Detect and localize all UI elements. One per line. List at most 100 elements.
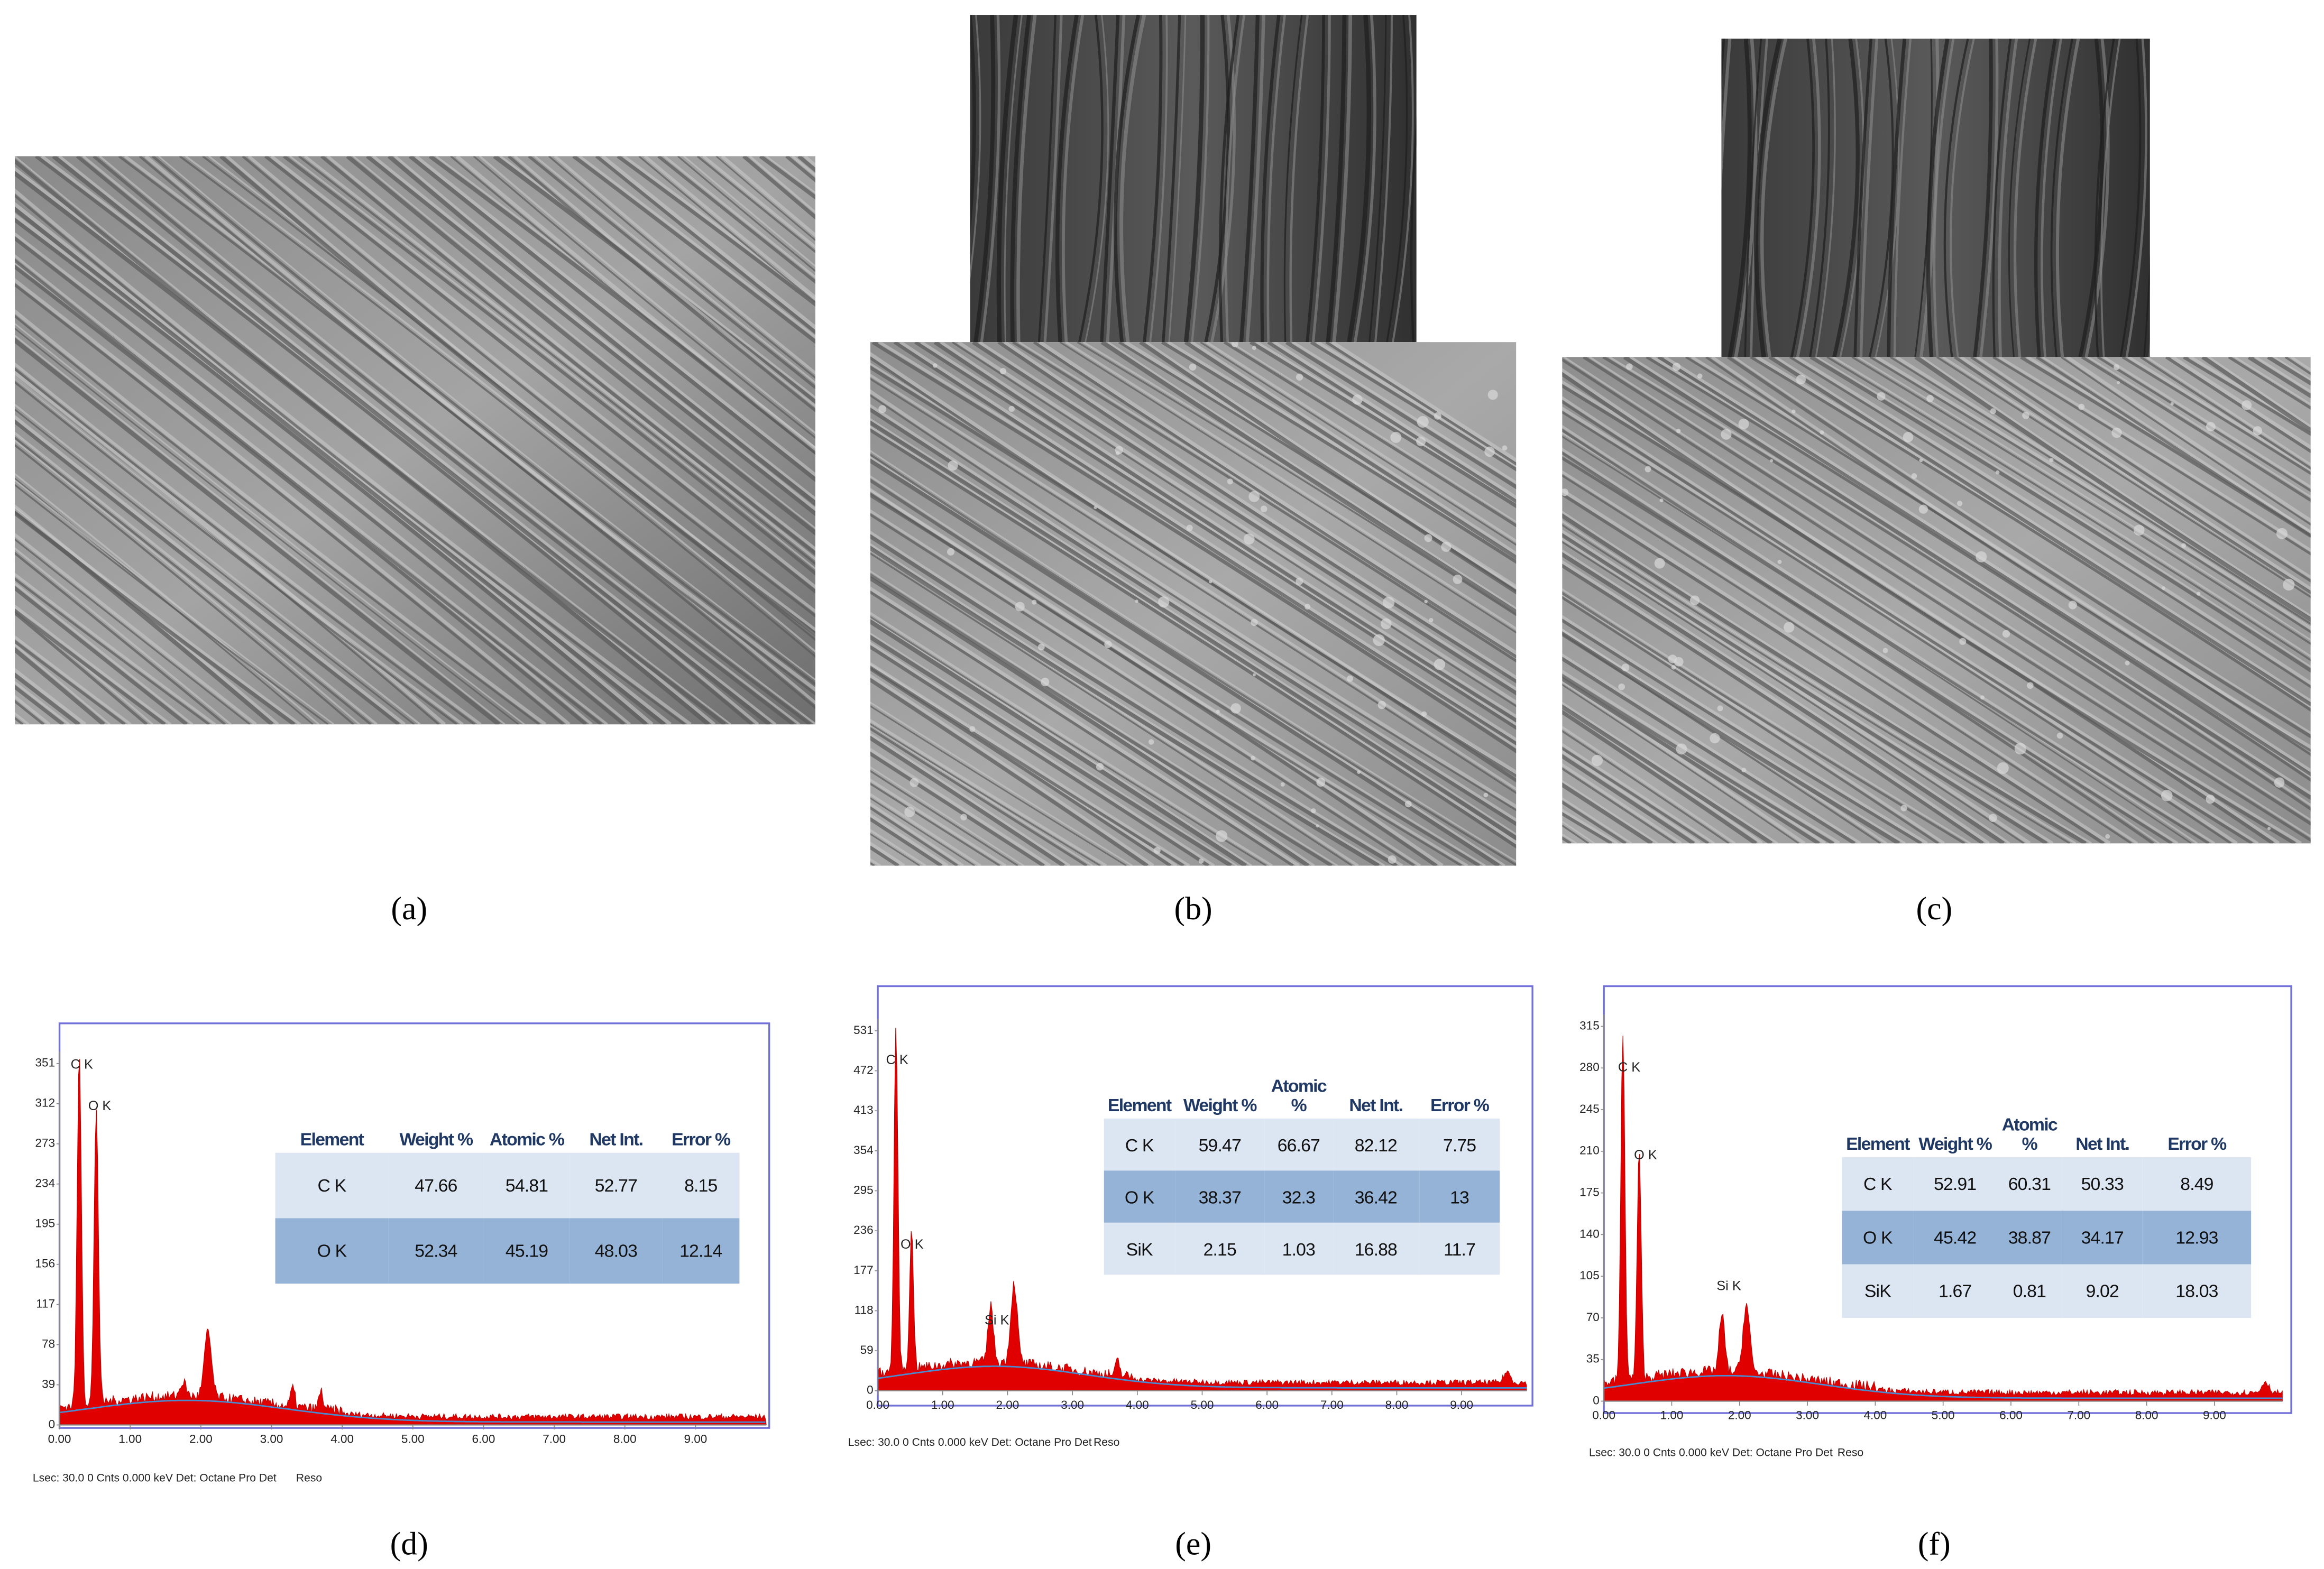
fiber-highlight bbox=[870, 778, 1007, 866]
x-tick-label: 9.00 bbox=[1450, 1398, 1473, 1411]
fiber-edge bbox=[867, 15, 883, 342]
fiber-highlight bbox=[1256, 342, 1517, 504]
debris bbox=[1231, 342, 1238, 347]
fiber-highlight bbox=[870, 389, 1517, 809]
fiber-highlight bbox=[1420, 39, 1436, 357]
fiber-edge bbox=[15, 283, 565, 725]
fiber-highlight bbox=[1392, 15, 1414, 343]
table-cell: O K bbox=[1842, 1211, 1914, 1265]
fiber-edge bbox=[870, 619, 1247, 866]
x-tick-label: 0.00 bbox=[866, 1398, 889, 1411]
fiber-highlight bbox=[1562, 529, 2054, 844]
fiber-edge bbox=[1113, 15, 1141, 343]
fiber-edge bbox=[1658, 357, 2311, 777]
fiber-edge bbox=[870, 751, 1045, 866]
table-cell: C K bbox=[275, 1152, 389, 1219]
fiber-highlight bbox=[1562, 396, 2259, 844]
fiber-edge bbox=[1562, 524, 2071, 844]
fiber-highlight bbox=[2041, 39, 2063, 357]
debris bbox=[1654, 558, 1665, 569]
y-tick-label: 413 bbox=[853, 1103, 874, 1116]
debris bbox=[1388, 855, 1397, 864]
fiber-highlight bbox=[870, 570, 1338, 866]
debris bbox=[1784, 622, 1795, 633]
fiber-edge bbox=[1325, 342, 1517, 465]
fiber-highlight bbox=[1796, 39, 1821, 357]
y-tick-label: 195 bbox=[35, 1217, 56, 1230]
fiber-edge bbox=[1809, 39, 1830, 357]
fiber-highlight bbox=[15, 473, 320, 725]
fiber-edge bbox=[1887, 39, 1907, 357]
fiber-edge bbox=[2008, 39, 2031, 357]
debris bbox=[1015, 602, 1025, 612]
y-tick-label: 39 bbox=[42, 1377, 55, 1390]
debris bbox=[1251, 619, 1258, 626]
background-fit bbox=[877, 1365, 1527, 1389]
fiber-highlight bbox=[15, 232, 631, 725]
table-cell: C K bbox=[1104, 1118, 1175, 1171]
peak-label: C K bbox=[1618, 1060, 1640, 1075]
debris bbox=[947, 548, 955, 556]
fiber-edge bbox=[1500, 15, 1516, 342]
debris bbox=[1429, 617, 1434, 623]
fiber-edge bbox=[1579, 39, 1595, 357]
peak-label: O K bbox=[1634, 1148, 1657, 1162]
sem-image bbox=[870, 342, 1517, 866]
y-tick-label: 177 bbox=[853, 1263, 874, 1277]
fiber-highlight bbox=[1562, 628, 1906, 844]
fiber-edge bbox=[1556, 15, 1572, 342]
fiber-edge bbox=[1643, 39, 1659, 357]
fiber-highlight bbox=[1960, 357, 2311, 591]
table-cell: 32.3 bbox=[1264, 1170, 1333, 1223]
fiber-edge bbox=[34, 156, 754, 725]
fiber-edge bbox=[870, 705, 1127, 866]
table-cell: 1.67 bbox=[1913, 1264, 1997, 1318]
table-cell: 9.02 bbox=[2062, 1264, 2143, 1318]
debris bbox=[1417, 416, 1429, 428]
fiber-edge bbox=[1562, 564, 1984, 844]
fiber-highlight bbox=[1859, 39, 1879, 357]
debris bbox=[1741, 768, 1747, 773]
peak-label: O K bbox=[901, 1237, 924, 1252]
table-header: Element Weight % Atomic % Net Int. Error % bbox=[1104, 1059, 1500, 1119]
fiber-edge bbox=[1491, 39, 1514, 357]
fiber-highlight bbox=[304, 156, 815, 561]
fiber-edge bbox=[1306, 15, 1325, 343]
fiber-edge bbox=[870, 533, 1398, 866]
spectrum-footer: Lsec: 30.0 0 Cnts 0.000 keV Det: Octane … bbox=[33, 1472, 277, 1484]
debris bbox=[2196, 592, 2201, 596]
fiber-highlight bbox=[1664, 15, 1686, 342]
fiber-edge bbox=[893, 342, 1517, 746]
fiber-edge bbox=[15, 444, 354, 725]
fiber-highlight bbox=[1875, 357, 2311, 630]
debris bbox=[1198, 858, 1204, 864]
x-tick-label: 5.00 bbox=[401, 1433, 425, 1446]
debris bbox=[1877, 392, 1886, 401]
fiber-highlight bbox=[2013, 39, 2037, 357]
fiber-edge bbox=[870, 576, 1310, 866]
fiber-highlight bbox=[270, 156, 815, 589]
fiber-highlight bbox=[185, 156, 815, 653]
fiber-highlight bbox=[601, 156, 815, 330]
fiber-edge bbox=[15, 315, 540, 725]
debris bbox=[2049, 458, 2054, 463]
fiber-highlight bbox=[289, 156, 815, 570]
fiber-edge bbox=[1531, 39, 1550, 357]
fiber-highlight bbox=[870, 702, 1133, 866]
fiber-edge bbox=[1077, 342, 1517, 616]
fiber-highlight bbox=[1875, 39, 1900, 357]
debris bbox=[1296, 373, 1303, 381]
panel-label: (e) bbox=[1175, 1526, 1211, 1562]
debris bbox=[1037, 643, 1045, 651]
fiber-edge bbox=[242, 156, 815, 617]
fiber-highlight bbox=[870, 733, 1071, 866]
x-tick-label: 6.00 bbox=[1255, 1398, 1279, 1411]
fiber-edge bbox=[870, 667, 1172, 866]
fiber-edge bbox=[934, 15, 950, 342]
fiber-edge bbox=[1601, 15, 1618, 342]
x-tick-label: 0.00 bbox=[1592, 1409, 1615, 1422]
y-tick-label: 236 bbox=[853, 1223, 874, 1236]
fiber-highlight bbox=[1505, 15, 1522, 342]
